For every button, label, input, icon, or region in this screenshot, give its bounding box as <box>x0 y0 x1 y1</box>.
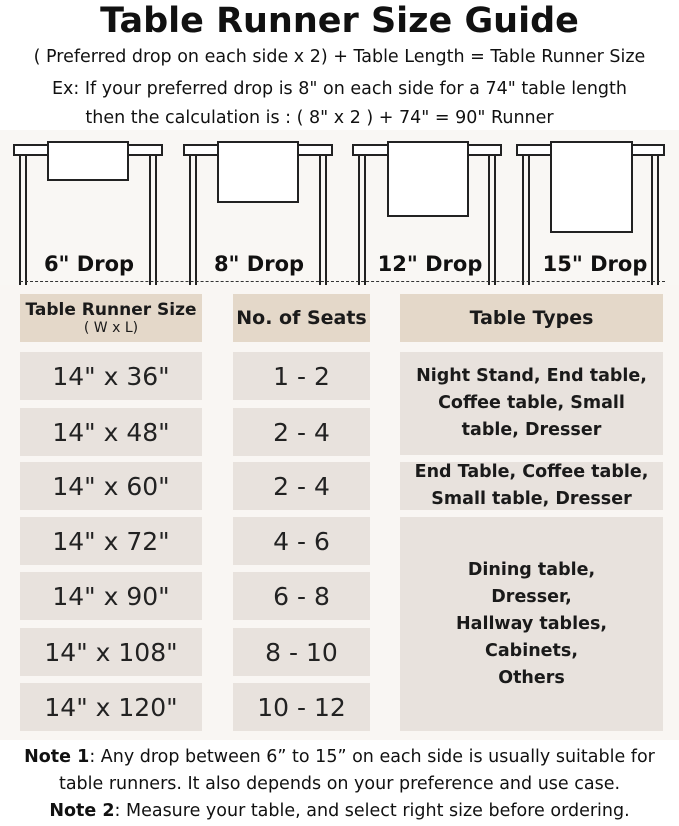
drop-label-12: 12" Drop <box>377 252 483 276</box>
drop-illustrations <box>0 130 679 285</box>
table-types-2: End Table, Coffee table, Small table, Dr… <box>400 462 663 510</box>
size-cell: 14" x 120" <box>20 683 202 731</box>
note-1-continued: table runners. It also depends on your p… <box>58 774 621 794</box>
table-types-3: Dining table, Dresser, Hallway tables, C… <box>400 517 663 731</box>
note-1-text: : Any drop between 6” to 15” on each sid… <box>89 747 655 767</box>
size-cell: 14" x 108" <box>20 628 202 676</box>
seats-cell: 8 - 10 <box>233 628 370 676</box>
example-line-1: Ex: If your preferred drop is 8" on each… <box>51 79 627 99</box>
seats-cell: 2 - 4 <box>233 408 370 456</box>
table-types-1: Night Stand, End table, Coffee table, Sm… <box>400 352 663 455</box>
dashed-divider <box>20 281 665 282</box>
seats-cell: 6 - 8 <box>233 572 370 620</box>
header-seats: No. of Seats <box>233 294 370 342</box>
runner-12 <box>387 141 469 217</box>
seats-cell: 2 - 4 <box>233 462 370 510</box>
formula-text: ( Preferred drop on each side x 2) + Tab… <box>33 47 646 67</box>
note-2-label: Note 2 <box>49 801 115 821</box>
size-cell: 14" x 48" <box>20 408 202 456</box>
drop-label-8: 8" Drop <box>213 252 305 276</box>
table-12-drop <box>352 141 502 285</box>
runner-8 <box>217 141 299 203</box>
table-8-drop <box>183 141 333 285</box>
seats-cell: 1 - 2 <box>233 352 370 400</box>
header-types: Table Types <box>400 294 663 342</box>
seats-cell: 10 - 12 <box>233 683 370 731</box>
note-2: Note 2: Measure your table, and select r… <box>0 798 679 825</box>
table-6-drop <box>13 141 163 285</box>
size-cell: 14" x 72" <box>20 517 202 565</box>
table-15-drop <box>516 141 665 285</box>
header-size: Table Runner Size ( W x L) <box>20 294 202 342</box>
runner-15 <box>550 141 633 233</box>
size-cell: 14" x 90" <box>20 572 202 620</box>
header-size-sub: ( W x L) <box>83 320 139 336</box>
drop-label-15: 15" Drop <box>542 252 648 276</box>
size-cell: 14" x 36" <box>20 352 202 400</box>
header-size-label: Table Runner Size <box>25 300 197 320</box>
runner-6 <box>47 141 129 181</box>
page-title: Table Runner Size Guide <box>100 1 579 41</box>
drop-label-6: 6" Drop <box>43 252 135 276</box>
note-2-text: : Measure your table, and select right s… <box>114 801 630 821</box>
seats-cell: 4 - 6 <box>233 517 370 565</box>
note-1: Note 1: Any drop between 6” to 15” on ea… <box>0 744 679 771</box>
example-line-2: then the calculation is : ( 8" x 2 ) + 7… <box>85 108 554 128</box>
tables-illustration <box>13 141 665 285</box>
note-1-label: Note 1 <box>24 747 90 767</box>
size-cell: 14" x 60" <box>20 462 202 510</box>
